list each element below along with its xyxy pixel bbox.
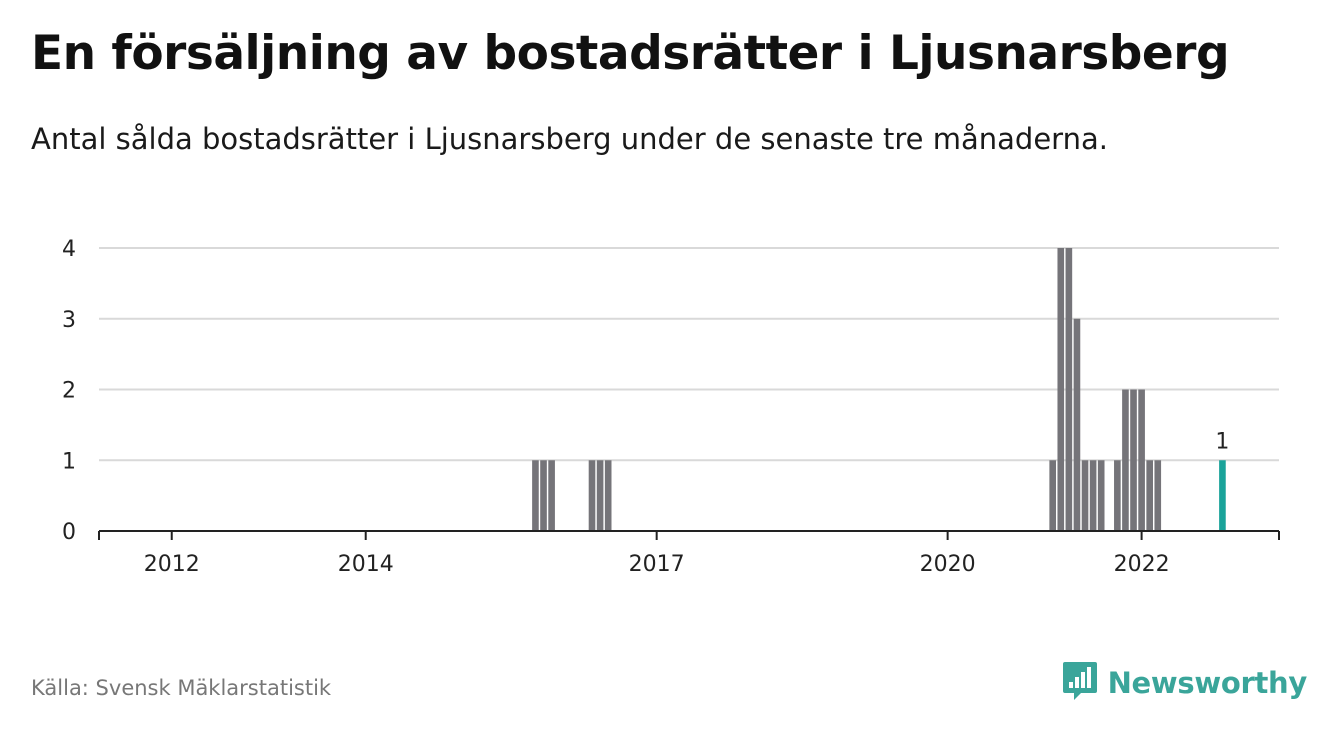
brand-name: Newsworthy — [1107, 666, 1308, 700]
chart-subtitle: Antal sålda bostadsrätter i Ljusnarsberg… — [31, 122, 1108, 156]
bar — [1138, 389, 1145, 531]
y-tick-label: 4 — [62, 237, 76, 262]
bar-data-label: 1 — [1215, 429, 1229, 454]
bar — [1073, 318, 1081, 531]
x-tick-label: 2020 — [920, 552, 976, 577]
bar — [1146, 460, 1153, 531]
bar-highlight — [1219, 460, 1226, 531]
bar — [1154, 460, 1162, 531]
bar — [1122, 389, 1129, 531]
bar — [588, 460, 596, 531]
bar — [1114, 460, 1121, 531]
source-note: Källa: Svensk Mäklarstatistik — [31, 676, 332, 700]
tick-labels: 0 1 2 3 4 1 2012 2014 2017 2020 2022 — [62, 237, 1229, 577]
bar — [548, 460, 555, 531]
bar — [540, 460, 547, 531]
x-tick-label: 2012 — [144, 552, 200, 577]
x-tick-label: 2022 — [1114, 552, 1170, 577]
bar — [1081, 460, 1089, 531]
newsworthy-logo-icon — [1062, 660, 1098, 706]
bar — [1097, 460, 1105, 531]
y-tick-label: 3 — [62, 308, 76, 333]
y-tick-label: 2 — [62, 379, 76, 404]
bars — [532, 248, 1226, 531]
x-axis — [98, 530, 1280, 540]
brand-logo[interactable]: Newsworthy — [1062, 660, 1307, 706]
bar — [1049, 460, 1057, 531]
bar — [532, 460, 539, 531]
y-tick-label: 1 — [62, 449, 76, 474]
x-tick-label: 2017 — [629, 552, 685, 577]
bar — [1089, 460, 1097, 531]
bar — [604, 460, 612, 531]
gridlines — [99, 247, 1279, 462]
bar-chart: 0 1 2 3 4 1 2012 2014 2017 2020 2022 — [62, 237, 1280, 577]
bar — [1065, 248, 1073, 531]
chart-title: En försäljning av bostadsrätter i Ljusna… — [31, 26, 1230, 81]
bar — [596, 460, 604, 531]
bar — [1057, 248, 1065, 531]
bar — [1130, 389, 1137, 531]
x-tick-label: 2014 — [338, 552, 394, 577]
y-tick-label: 0 — [62, 520, 76, 545]
